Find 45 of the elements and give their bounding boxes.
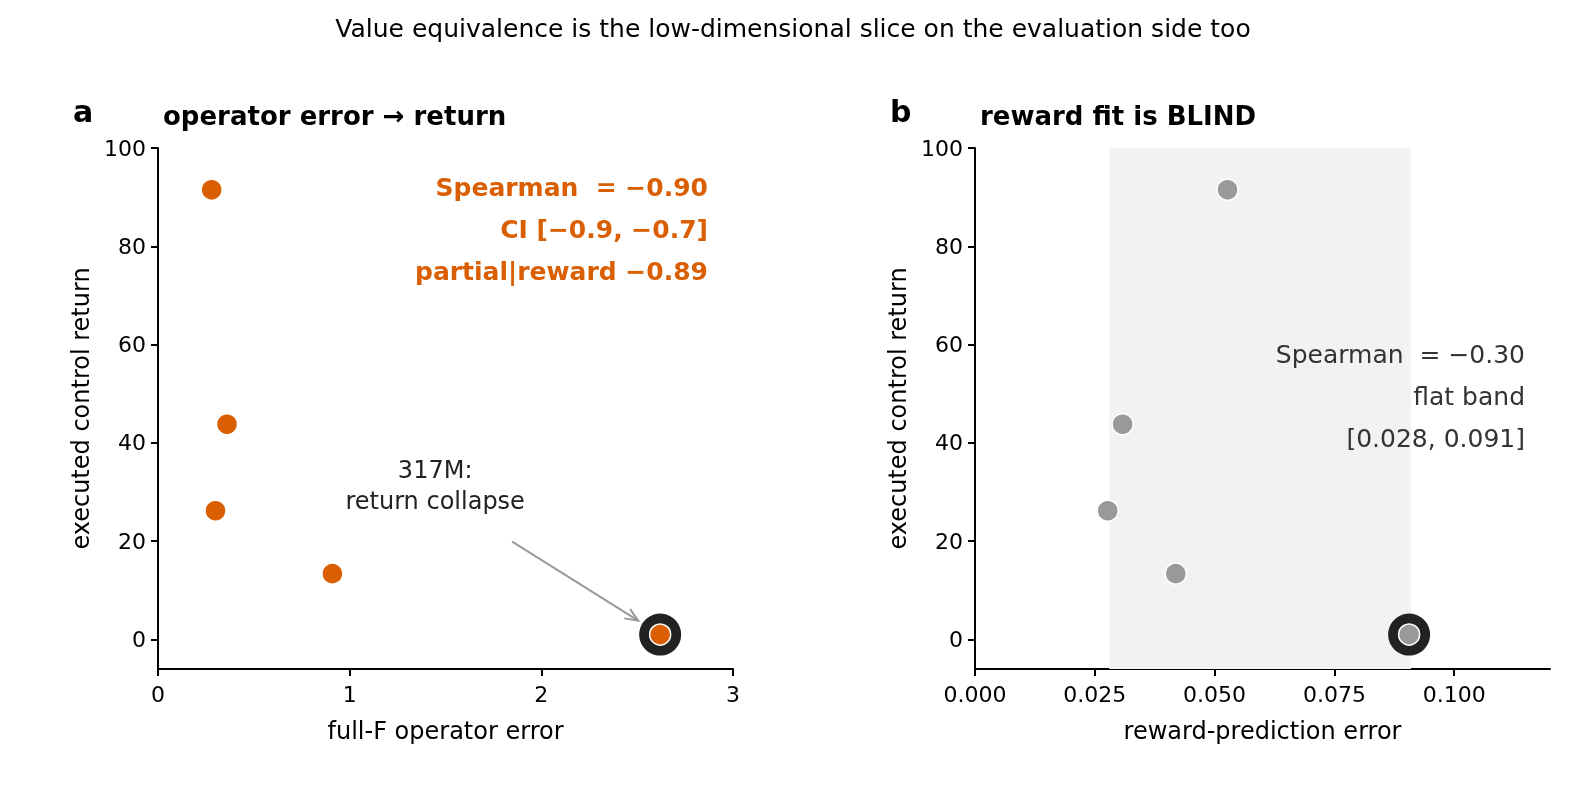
point [1216, 178, 1239, 202]
x-tick-label: 0.075 [1302, 681, 1366, 707]
y-tick-label: 20 [118, 528, 146, 554]
y-axis-title: executed control return [884, 267, 913, 550]
annotation: [0.028, 0.091] [1346, 424, 1525, 453]
annotation: CI [−0.9, −0.7] [500, 215, 708, 244]
annotation: flat band [1413, 382, 1525, 411]
annotation: Spearman = −0.90 [435, 173, 708, 202]
annotation: partial|reward −0.89 [415, 257, 708, 286]
point [200, 178, 223, 202]
x-tick-label: 0.000 [943, 681, 1007, 707]
point [215, 412, 239, 436]
x-tick-label: 0.025 [1063, 681, 1127, 707]
y-axis-title: executed control return [67, 267, 96, 550]
point [321, 562, 344, 585]
y-tick-label: 100 [104, 135, 146, 161]
y-tick-label: 60 [935, 332, 963, 358]
x-tick-label: 3 [726, 681, 740, 707]
y-tick-label: 0 [132, 627, 146, 653]
y-tick-label: 100 [921, 135, 963, 161]
y-tick-label: 20 [935, 528, 963, 554]
text: b [890, 93, 912, 129]
chart-title: operator error → return [163, 101, 507, 131]
point [1111, 412, 1134, 436]
x-tick-label: 0.100 [1422, 681, 1486, 707]
annotation: Spearman = −0.30 [1275, 340, 1525, 369]
x-axis-title: full-F operator error [327, 717, 564, 745]
x-tick-label: 0 [151, 681, 165, 707]
x-tick-label: 2 [534, 681, 549, 707]
y-tick-label: 40 [118, 430, 146, 456]
point [204, 499, 227, 522]
x-axis-title: reward-prediction error [1123, 717, 1402, 745]
x-tick-label: 1 [342, 681, 357, 707]
chart-title: reward fit is BLIND [980, 101, 1257, 131]
y-tick-label: 60 [118, 332, 146, 358]
point [1096, 499, 1119, 522]
y-tick-label: 40 [935, 430, 963, 456]
y-tick-label: 0 [949, 627, 963, 653]
text: Value equivalence is the low-dimensional slice on the evaluation side too [334, 14, 1252, 43]
text: a [73, 93, 94, 129]
y-tick-label: 80 [118, 233, 146, 259]
x-tick-label: 0.050 [1183, 681, 1247, 707]
point [1164, 562, 1188, 585]
y-tick-label: 80 [935, 233, 963, 259]
annotation: 317M: return collapse [345, 456, 525, 516]
